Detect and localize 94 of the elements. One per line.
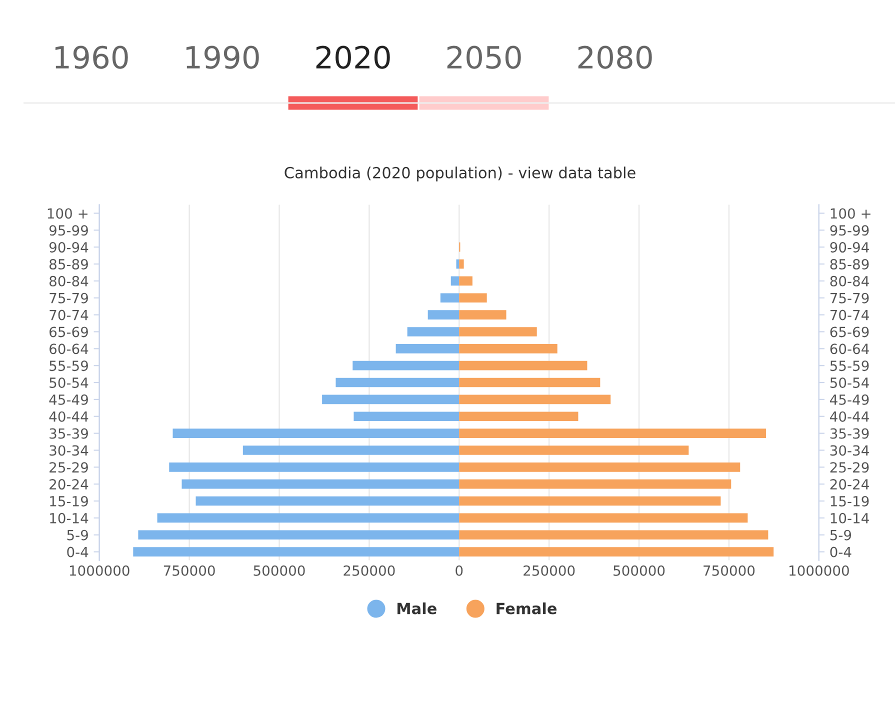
y-tick-label: 75-79 <box>830 292 869 304</box>
bar <box>459 446 689 455</box>
bar <box>196 496 460 506</box>
bar <box>428 310 460 320</box>
y-tick-label: 25-29 <box>830 462 869 473</box>
bar <box>459 293 487 303</box>
bar <box>157 513 460 523</box>
text: 2080 <box>578 46 652 69</box>
y-tick-label: 15-19 <box>830 496 869 506</box>
x-tick-label: 500000 <box>254 565 305 576</box>
category-label: 25-29 <box>50 462 88 473</box>
bar <box>354 412 460 422</box>
bar <box>440 293 460 303</box>
bar <box>459 259 464 269</box>
bar <box>322 394 460 404</box>
bar <box>242 446 460 455</box>
bar <box>459 394 611 404</box>
x-tick-label: 750000 <box>704 565 755 576</box>
bar <box>459 496 721 506</box>
category-label: 55-59 <box>50 360 88 372</box>
text: 2050 <box>447 46 521 69</box>
category-label: 0-4 <box>67 546 88 558</box>
y-tick-label: 30-34 <box>830 445 869 456</box>
y-tick-label: 45-49 <box>830 394 869 405</box>
category-label: 65-69 <box>50 326 88 338</box>
text: 2020 <box>316 46 390 69</box>
y-tick-label: 95-99 <box>830 225 869 236</box>
text: 1960 <box>55 46 128 69</box>
y-tick-label: 70-74 <box>830 310 869 320</box>
y-tick-label: 0-4 <box>830 546 852 558</box>
bar <box>182 479 460 489</box>
y-tick-label: 100 + <box>830 208 870 219</box>
bar <box>459 344 558 354</box>
category-label: 10-14 <box>50 512 88 524</box>
category-label: 35-39 <box>50 428 88 439</box>
bar <box>459 428 766 438</box>
legend-label: Male <box>398 602 436 614</box>
bar <box>459 276 472 286</box>
category-label: 40-44 <box>49 411 88 422</box>
category-label: 75-79 <box>50 292 88 304</box>
chart-title: Cambodia (2020 population) - view data table <box>284 166 636 182</box>
category-label: 15-19 <box>50 496 88 506</box>
category-label: 85-89 <box>50 258 88 270</box>
category-label: 60-64 <box>50 344 88 354</box>
bar <box>407 327 460 336</box>
category-label: 95-99 <box>49 225 88 236</box>
bar <box>138 530 460 540</box>
category-label: 45-49 <box>49 394 88 405</box>
legend-label: Female <box>496 602 557 614</box>
bar <box>459 479 732 489</box>
x-tick-label: 1000000 <box>70 565 130 576</box>
category-label: 90-94 <box>49 242 88 253</box>
y-tick-label: 80-84 <box>830 276 869 286</box>
category-label: 20-24 <box>50 479 88 490</box>
y-tick-label: 50-54 <box>830 377 869 388</box>
y-tick-label: 55-59 <box>830 360 869 372</box>
x-tick-label: 0 <box>456 565 463 576</box>
x-tick-label: 250000 <box>344 565 395 576</box>
category-label: 5-9 <box>67 530 88 540</box>
bar <box>459 547 774 556</box>
y-tick-label: 60-64 <box>830 344 869 354</box>
category-label: 50-54 <box>50 377 88 388</box>
category-label: 80-84 <box>50 276 88 286</box>
category-label: 100 + <box>48 208 88 219</box>
y-tick-label: 20-24 <box>830 479 869 490</box>
text: 1990 <box>186 46 259 69</box>
bar <box>459 462 740 472</box>
y-tick-label: 90-94 <box>830 242 869 253</box>
bar <box>459 310 506 320</box>
category-label: 70-74 <box>50 310 88 320</box>
bar <box>396 344 460 354</box>
bar <box>352 360 460 370</box>
bar <box>133 547 460 556</box>
x-tick-label: 250000 <box>524 565 575 576</box>
bar <box>336 378 460 388</box>
bar <box>459 530 768 540</box>
bar <box>459 360 588 370</box>
bar <box>459 327 537 336</box>
bar <box>172 428 460 438</box>
bar <box>169 462 460 472</box>
bar <box>459 513 748 523</box>
bar <box>450 276 460 286</box>
y-tick-label: 65-69 <box>830 326 869 338</box>
category-label: 30-34 <box>50 445 88 456</box>
bar <box>459 412 578 422</box>
y-tick-label: 10-14 <box>830 512 869 524</box>
x-tick-label: 750000 <box>164 565 215 576</box>
x-tick-label: 500000 <box>614 565 665 576</box>
x-tick-label: 1000000 <box>790 565 849 576</box>
bar <box>459 378 600 388</box>
y-tick-label: 35-39 <box>830 428 869 439</box>
y-tick-label: 85-89 <box>830 258 869 270</box>
y-tick-label: 5-9 <box>830 530 852 540</box>
y-tick-label: 40-44 <box>830 411 869 422</box>
